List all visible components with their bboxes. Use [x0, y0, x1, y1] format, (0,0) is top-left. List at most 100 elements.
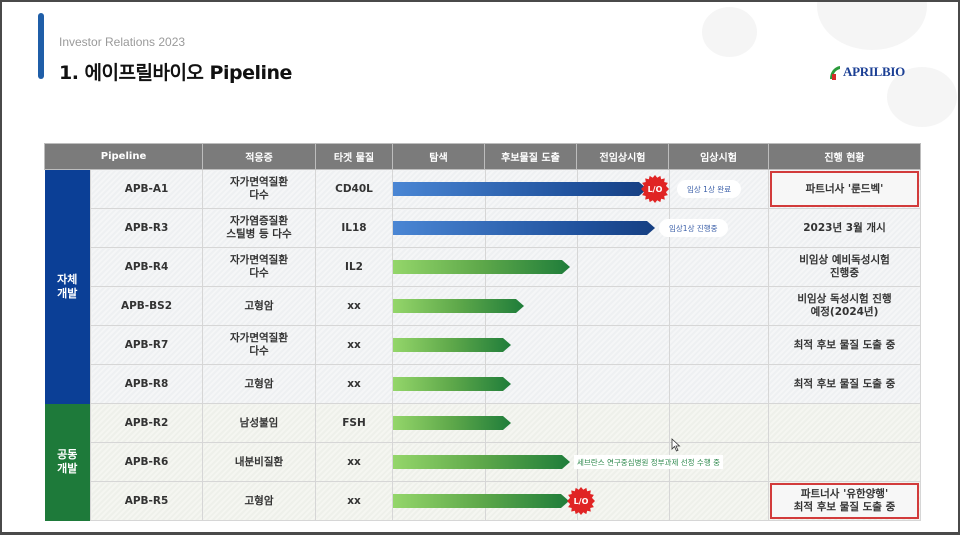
- group-label-line: 개발: [57, 462, 78, 475]
- table-row: APB-R7 자가면역질환 다수 xx 최적 후보 물질 도출 중: [45, 325, 921, 365]
- stage-progress: 임상1상 진행중: [392, 208, 769, 248]
- indication-line: 자가면역질환: [230, 332, 288, 344]
- status-cell: 최적 후보 물질 도출 중: [768, 325, 921, 365]
- indication: 고형암: [202, 286, 316, 326]
- status-cell: 최적 후보 물질 도출 중: [768, 364, 921, 404]
- indication: 자가염증질환 스틸병 등 다수: [202, 208, 316, 248]
- title-accent-bar: [38, 13, 44, 79]
- pipeline-name: APB-A1: [90, 169, 203, 209]
- company-logo: APRILBIO: [828, 64, 905, 80]
- pipeline-name: APB-R6: [90, 442, 203, 482]
- progress-bar: [393, 494, 569, 508]
- target: FSH: [315, 403, 393, 443]
- status-text: 파트너사 '룬드벡': [805, 182, 884, 195]
- stage-progress: [392, 364, 769, 404]
- indication: 자가면역질환 다수: [202, 325, 316, 365]
- progress-bar: [393, 221, 655, 235]
- progress-bar: [393, 182, 647, 196]
- pipeline-name: APB-R2: [90, 403, 203, 443]
- status-cell: 파트너사 '유한양행' 최적 후보 물질 도출 중: [768, 481, 921, 521]
- indication-line: 자가면역질환: [230, 176, 288, 188]
- col-header-target: 타겟 물질: [315, 143, 393, 170]
- indication: 고형암: [202, 481, 316, 521]
- progress-bar: [393, 299, 524, 313]
- table-row: 자체 개발 APB-A1 자가면역질환 다수 CD40L L/O 임상 1상 완료…: [44, 169, 921, 404]
- status-cell: [768, 442, 921, 482]
- status-cell: 2023년 3월 개시: [768, 208, 921, 248]
- table-row: 공동 개발 APB-R2 남성불임 FSH: [44, 403, 921, 521]
- col-header-clinical: 임상시험: [668, 143, 769, 170]
- progress-bar: [393, 377, 511, 391]
- target: CD40L: [315, 169, 393, 209]
- progress-bar: [393, 338, 511, 352]
- target: xx: [315, 364, 393, 404]
- pipeline-name: APB-R5: [90, 481, 203, 521]
- highlighted-status: 파트너사 '유한양행' 최적 후보 물질 도출 중: [770, 483, 919, 519]
- stage-progress: [392, 286, 769, 326]
- indication-line: 자가염증질환: [230, 215, 288, 227]
- aprilbio-logo-icon: [830, 66, 840, 80]
- decorative-circle: [817, 2, 927, 50]
- col-header-status: 진행 현황: [768, 143, 921, 170]
- decorative-circle: [887, 67, 957, 127]
- group-label-line: 개발: [57, 286, 78, 300]
- col-header-candidate: 후보물질 도출: [484, 143, 577, 170]
- status-cell: 비임상 독성시험 진행 예정(2024년): [768, 286, 921, 326]
- stage-annotation: 세브란스 연구중심병원 정부과제 선정 수행 중: [574, 455, 724, 469]
- table-header-row: Pipeline 적응증 타겟 물질 탐색 후보물질 도출 전임상시험 임상시험…: [44, 143, 921, 170]
- target: xx: [315, 325, 393, 365]
- stage-progress: 세브란스 연구중심병원 정부과제 선정 수행 중: [392, 442, 769, 482]
- mouse-cursor-icon: [671, 438, 681, 452]
- pipeline-name: APB-R7: [90, 325, 203, 365]
- stage-progress: L/O 임상 1상 완료: [392, 169, 769, 209]
- target: xx: [315, 286, 393, 326]
- progress-bar: [393, 416, 511, 430]
- group-label-line: 자체: [57, 272, 78, 286]
- stage-progress: [392, 247, 769, 287]
- table-row: APB-R4 자가면역질환 다수 IL2 비임상 예비독성시험 진행중: [45, 247, 921, 287]
- decorative-circle: [702, 7, 757, 57]
- stage-progress: L/O: [392, 481, 769, 521]
- indication: 내분비질환: [202, 442, 316, 482]
- status-text: 진행중: [830, 267, 859, 279]
- target: IL2: [315, 247, 393, 287]
- status-text: 비임상 독성시험 진행: [797, 293, 892, 305]
- group-label-line: 공동: [57, 448, 78, 461]
- pipeline-name: APB-R3: [90, 208, 203, 248]
- stage-progress: [392, 325, 769, 365]
- table-row: APB-R3 자가염증질환 스틸병 등 다수 IL18 임상1상 진행중 2023…: [45, 208, 921, 248]
- pipeline-name: APB-R8: [90, 364, 203, 404]
- progress-bar: [393, 260, 570, 274]
- table-row: APB-BS2 고형암 xx 비임상 독성시험 진행 예정(2024년): [45, 286, 921, 326]
- license-out-badge: L/O: [641, 175, 669, 203]
- indication: 자가면역질환 다수: [202, 169, 316, 209]
- table-row: APB-R6 내분비질환 xx 세브란스 연구중심병원 정부과제 선정 수행 중: [45, 442, 921, 482]
- target: xx: [315, 481, 393, 521]
- indication-line: 자가면역질환: [230, 254, 288, 266]
- stage-annotation: 임상1상 진행중: [659, 219, 728, 237]
- group-label-co-development: 공동 개발: [44, 403, 91, 521]
- indication-line: 다수: [249, 267, 269, 279]
- slide-subtitle: Investor Relations 2023: [59, 35, 186, 49]
- indication: 고형암: [202, 364, 316, 404]
- indication: 자가면역질환 다수: [202, 247, 316, 287]
- table-row: APB-R8 고형암 xx 최적 후보 물질 도출 중: [45, 364, 921, 404]
- highlighted-status: 파트너사 '룬드벡': [770, 171, 919, 207]
- slide-title: 1. 에이프릴바이오 Pipeline: [59, 62, 292, 84]
- col-header-pipeline: Pipeline: [44, 143, 203, 170]
- stage-progress: [392, 403, 769, 443]
- status-cell: 파트너사 '룬드벡': [768, 169, 921, 209]
- status-cell: 비임상 예비독성시험 진행중: [768, 247, 921, 287]
- license-out-badge: L/O: [567, 487, 595, 515]
- indication: 남성불임: [202, 403, 316, 443]
- table-row: APB-R5 고형암 xx L/O 파트너사 '유한양행' 최적 후보 물질 도출…: [45, 481, 921, 521]
- indication-line: 다수: [249, 189, 269, 201]
- group-label-in-house: 자체 개발: [44, 169, 91, 404]
- indication-line: 다수: [249, 345, 269, 357]
- status-text: 최적 후보 물질 도출 중: [793, 501, 896, 513]
- pipeline-table: Pipeline 적응증 타겟 물질 탐색 후보물질 도출 전임상시험 임상시험…: [44, 143, 921, 521]
- target: IL18: [315, 208, 393, 248]
- indication-line: 스틸병 등 다수: [226, 228, 292, 240]
- status-text: 예정(2024년): [810, 306, 879, 318]
